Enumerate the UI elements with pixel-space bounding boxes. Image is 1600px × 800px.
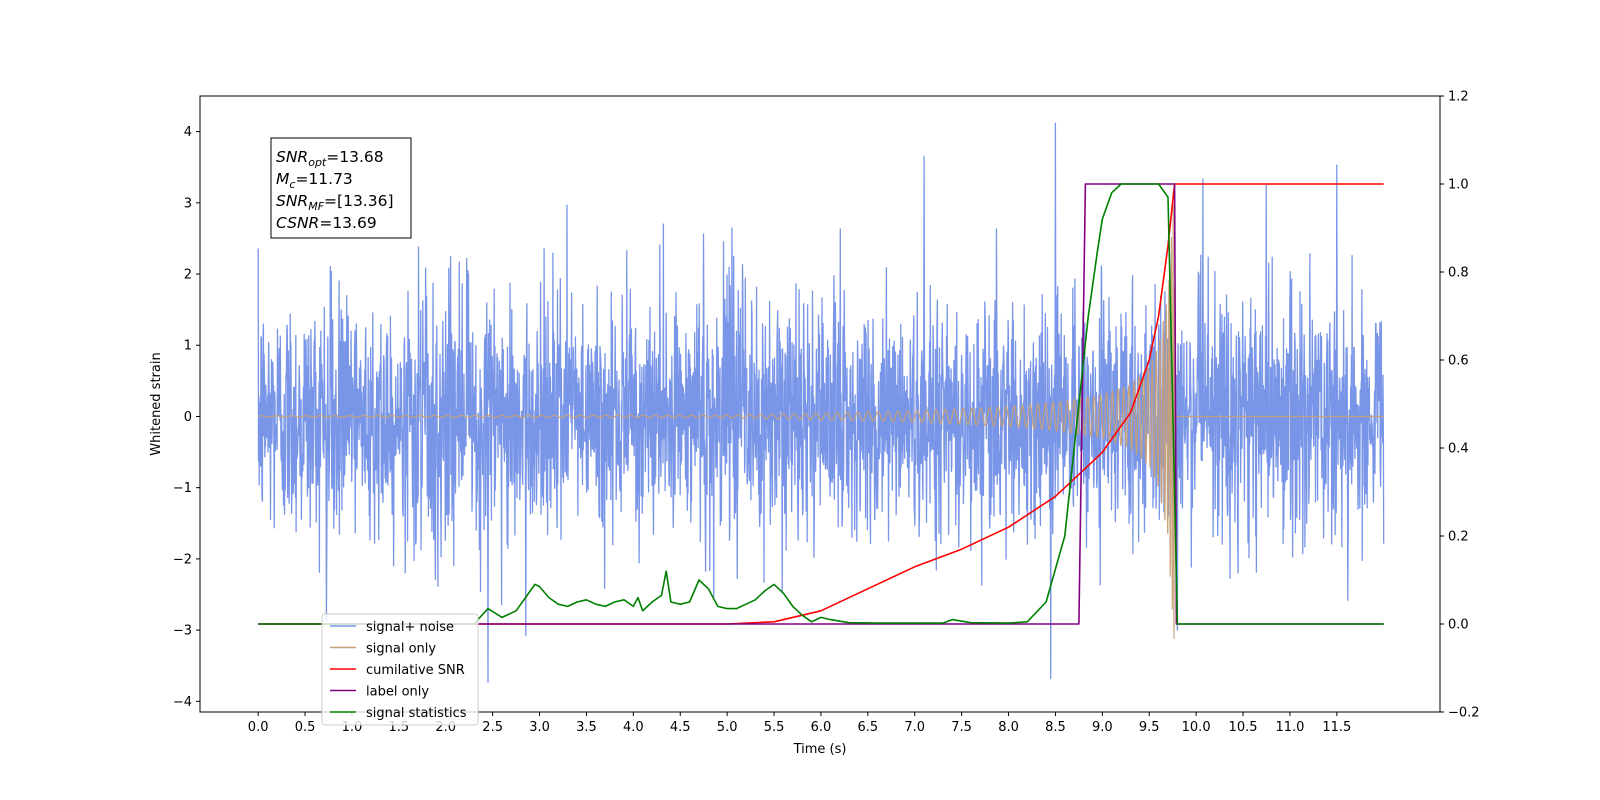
x-tick-label: 6.5: [857, 720, 878, 735]
x-tick-label: 9.0: [1092, 720, 1113, 735]
x-tick-label: 10.5: [1229, 720, 1258, 735]
y-left-tick-label: 2: [184, 268, 192, 283]
legend-label-signal-only: signal only: [366, 642, 436, 657]
y-right-tick-label: 1.0: [1448, 178, 1469, 193]
series-signal-only: [257, 204, 1384, 639]
x-tick-label: 3.0: [529, 720, 550, 735]
y-right-tick-label: −0.2: [1448, 706, 1480, 721]
y-right-tick-label: 0.2: [1448, 530, 1469, 545]
y-right-tick-label: 0.0: [1448, 618, 1469, 633]
snr-annotation-box: SNRopt=13.68Mc=11.73SNRMF=[13.36]CSNR=13…: [270, 137, 412, 239]
x-tick-label: 4.5: [670, 720, 691, 735]
y-axis-label: Whitened strain: [149, 352, 164, 455]
x-tick-label: 11.5: [1322, 720, 1351, 735]
series-cumilative-snr: [258, 183, 1384, 625]
y-left-tick-label: 3: [184, 196, 192, 211]
series-signal-noise: [257, 122, 1385, 683]
y-left-tick-label: 4: [184, 125, 192, 140]
annotation-line: SNRopt=13.68: [276, 148, 384, 169]
x-tick-label: 6.0: [811, 720, 832, 735]
annotation-line: CSNR=13.69: [276, 214, 377, 232]
x-tick-label: 0.0: [248, 720, 269, 735]
x-tick-label: 3.5: [576, 720, 597, 735]
annotation-frame: [270, 137, 412, 239]
x-tick-label: 5.0: [717, 720, 738, 735]
y-right-tick-label: 0.8: [1448, 266, 1469, 281]
y-left-tick-label: −2: [173, 552, 192, 567]
plot-area: [257, 122, 1385, 683]
legend-label-signal-statistics: signal statistics: [366, 706, 467, 721]
y-right-tick-label: 0.6: [1448, 354, 1469, 369]
legend-frame: [321, 613, 479, 726]
x-tick-label: 8.0: [998, 720, 1019, 735]
x-tick-label: 2.5: [482, 720, 503, 735]
legend-label-signal-noise: signal+ noise: [366, 620, 454, 635]
plot-frame: [199, 95, 1441, 713]
legend-label-label-only: label only: [366, 685, 429, 700]
x-tick-label: 8.5: [1045, 720, 1066, 735]
legend-label-cumilative-snr: cumilative SNR: [366, 663, 465, 678]
x-axis-label: Time (s): [793, 742, 847, 757]
y-left-tick-label: −4: [173, 695, 192, 710]
y-axis-right: −0.2 0.0 0.2 0.4 0.6 0.8 1.0 1.2: [1440, 90, 1480, 721]
annotation-line: SNRMF=[13.36]: [276, 192, 394, 213]
y-left-tick-label: 0: [184, 410, 192, 425]
series-signal-statistics: [258, 183, 1384, 625]
y-right-tick-label: 1.2: [1448, 90, 1469, 105]
x-tick-label: 7.0: [904, 720, 925, 735]
y-axis-left: −4 −3 −2 −1 0 1 2 3 4: [173, 125, 200, 710]
y-left-tick-label: −1: [173, 481, 192, 496]
y-right-tick-label: 0.4: [1448, 442, 1469, 457]
x-tick-label: 10.0: [1182, 720, 1211, 735]
x-tick-label: 0.5: [295, 720, 316, 735]
x-tick-label: 11.0: [1275, 720, 1304, 735]
y-left-tick-label: 1: [184, 339, 192, 354]
x-tick-label: 7.5: [951, 720, 972, 735]
annotation-line: Mc=11.73: [276, 170, 353, 191]
y-left-tick-label: −3: [173, 624, 192, 639]
x-tick-label: 5.5: [764, 720, 785, 735]
x-tick-label: 9.5: [1139, 720, 1160, 735]
x-tick-label: 4.0: [623, 720, 644, 735]
legend: signal+ noise signal only cumilative SNR la…: [321, 613, 479, 726]
